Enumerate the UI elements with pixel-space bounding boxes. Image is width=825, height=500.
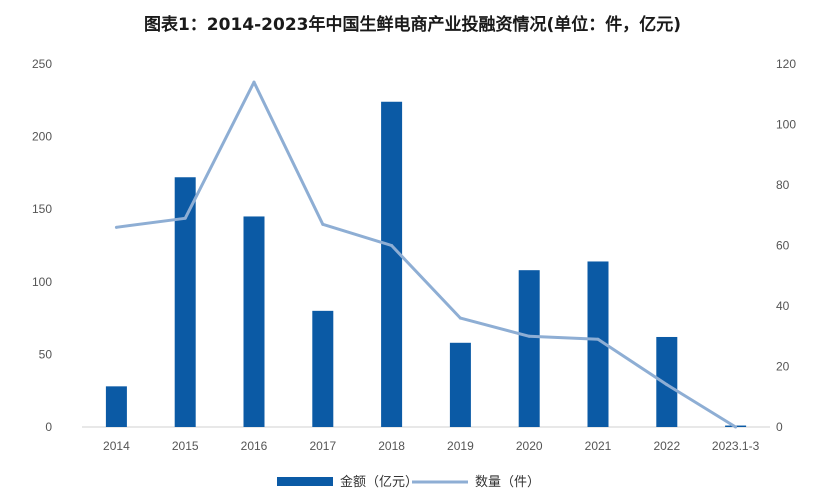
bar [243, 216, 265, 427]
line-point [527, 334, 531, 338]
x-tick-label: 2016 [241, 439, 268, 453]
bar-series [105, 101, 747, 427]
y-right-tick-label: 20 [776, 360, 790, 374]
bar [381, 101, 403, 427]
bar [105, 386, 127, 427]
legend: 金额（亿元） 数量（件） [277, 474, 540, 490]
y-left-tick-label: 50 [39, 347, 53, 361]
legend-line-label: 数量（件） [475, 475, 540, 490]
legend-bar-swatch [277, 477, 333, 486]
bar [312, 310, 334, 427]
line-point [665, 383, 669, 387]
legend-bar-label: 金额（亿元） [340, 474, 418, 490]
y-left-tick-label: 100 [32, 275, 52, 289]
y-left-tick-label: 250 [32, 57, 52, 71]
y-right-tick-label: 60 [776, 239, 790, 253]
line-point [734, 425, 738, 429]
line-point [252, 80, 256, 84]
line-point [596, 337, 600, 341]
x-tick-label: 2020 [516, 439, 543, 453]
y-left-tick-label: 150 [32, 202, 52, 216]
line-point [183, 216, 187, 220]
line-point [114, 225, 118, 229]
bar [449, 342, 471, 427]
line-series [114, 80, 738, 429]
line-path [116, 80, 737, 429]
y-right-tick-label: 40 [776, 299, 790, 313]
bar [656, 336, 678, 427]
line-point [321, 222, 325, 226]
y-right-tick-label: 100 [776, 118, 796, 132]
y-left-tick-label: 200 [32, 130, 52, 144]
y-left-tick-label: 0 [45, 420, 52, 434]
bar [174, 177, 196, 427]
x-axis-ticks: 2014 2015 2016 2017 2018 2019 2020 2021 2022 2023… [103, 439, 760, 453]
x-tick-label: 2022 [653, 439, 680, 453]
x-tick-label: 2023.1-3 [712, 439, 760, 453]
x-tick-label: 2014 [103, 439, 130, 453]
bar [587, 261, 609, 427]
x-tick-label: 2021 [585, 439, 612, 453]
y-right-tick-label: 120 [776, 57, 796, 71]
chart-title: 图表1：2014-2023年中国生鲜电商产业投融资情况(单位：件，亿元) [143, 15, 682, 35]
y-right-tick-label: 80 [776, 178, 790, 192]
bar [518, 270, 540, 427]
x-tick-label: 2017 [309, 439, 336, 453]
x-tick-label: 2018 [378, 439, 405, 453]
x-tick-label: 2019 [447, 439, 474, 453]
x-tick-label: 2015 [172, 439, 199, 453]
line-point [458, 316, 462, 320]
chart-axes: 0 50 100 150 200 250 0 20 40 60 80 100 120 [32, 57, 796, 434]
y-right-tick-label: 0 [776, 420, 783, 434]
line-point [390, 244, 394, 247]
